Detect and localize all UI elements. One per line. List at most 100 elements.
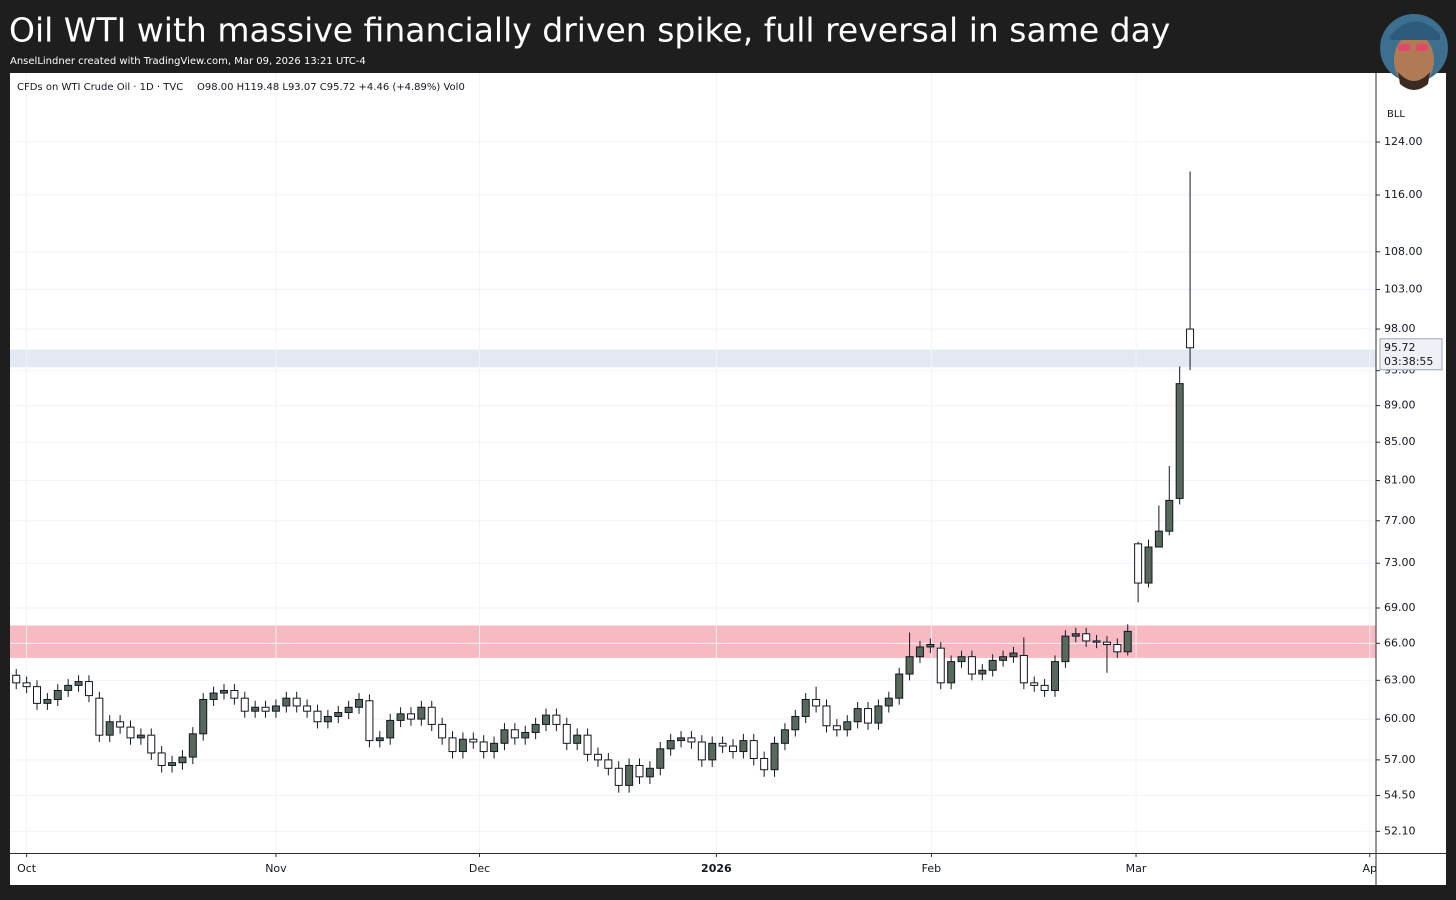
candle-body (188, 733, 197, 758)
candle-body (53, 689, 62, 700)
candle-body (1102, 641, 1111, 646)
candle-body (469, 738, 478, 743)
candle-body (728, 745, 737, 753)
avatar-cap (1390, 21, 1440, 40)
candle-body (843, 721, 852, 731)
candle-body (864, 708, 873, 724)
y-tick-label: 60.00 (1384, 712, 1416, 725)
candle-body (219, 689, 228, 694)
candle-body (12, 674, 21, 684)
zone (10, 625, 1376, 658)
candle-body (926, 644, 935, 648)
avatar (1380, 14, 1448, 90)
candle-body (1144, 546, 1153, 584)
y-tick-label: 66.00 (1384, 636, 1416, 649)
candle-body (760, 757, 769, 771)
candle-body (645, 767, 654, 778)
y-tick-label: 85.00 (1384, 435, 1416, 448)
candle-body (697, 741, 706, 761)
candle-body (791, 715, 800, 731)
candle-body (905, 656, 914, 675)
candle-body (1123, 630, 1132, 653)
candle-body (780, 729, 789, 744)
candle-body (915, 646, 924, 658)
candle-body (1186, 328, 1195, 349)
candle-body (1030, 682, 1039, 686)
candle-body (1082, 633, 1091, 642)
candle-body (74, 681, 83, 686)
candle-body (1175, 383, 1184, 499)
x-tick-label: Nov (265, 862, 287, 875)
price-tag-label: 95.72 (1384, 341, 1416, 354)
candle-body (604, 759, 613, 769)
candle-body (822, 705, 831, 727)
x-tick-label: Mar (1126, 862, 1147, 875)
candle-body (251, 706, 260, 712)
candle-body (687, 737, 696, 743)
candle-body (656, 748, 665, 769)
candle-body (999, 656, 1008, 661)
candle-body (386, 719, 395, 739)
candle-body (448, 737, 457, 753)
candle-body (313, 710, 322, 723)
candle-body (542, 714, 551, 725)
candle-body (895, 673, 904, 699)
zone (10, 349, 1376, 368)
candle-body (1040, 684, 1049, 691)
candle-body (677, 737, 686, 742)
candle-body (209, 692, 218, 700)
candle-body (282, 697, 291, 707)
x-tick-label: Ap (1363, 862, 1378, 875)
chart-panel (10, 73, 1446, 885)
y-tick-label: 57.00 (1384, 753, 1416, 766)
candle-body (126, 726, 135, 739)
candle-body (884, 697, 893, 707)
candle-body (147, 734, 156, 754)
y-tick-label: 124.00 (1384, 135, 1423, 148)
y-tick-label: 98.00 (1384, 322, 1416, 335)
candle-body (438, 723, 447, 739)
candle-body (988, 659, 997, 671)
candle-body (562, 723, 571, 744)
candle-body (957, 656, 966, 663)
candle-body (531, 723, 540, 733)
candle-body (1009, 652, 1018, 658)
candle-body (500, 729, 509, 744)
candle-body (365, 700, 374, 742)
chart-title: Oil WTI with massive financially driven … (9, 11, 1170, 50)
candle-body (1134, 543, 1143, 584)
candle-body (344, 706, 353, 714)
candle-body (1165, 499, 1174, 532)
candle-body (801, 698, 810, 717)
candle-body (95, 697, 104, 736)
candle-body (832, 725, 841, 731)
ohlc-legend: O98.00 H119.48 L93.07 C95.72 +4.46 (+4.8… (197, 82, 465, 93)
y-tick-label: 69.00 (1384, 601, 1416, 614)
candle-body (43, 698, 52, 704)
candle-body (593, 753, 602, 761)
candle-body (396, 713, 405, 721)
y-tick-label: 116.00 (1384, 188, 1423, 201)
candle-body (874, 705, 883, 724)
candle-body (749, 740, 758, 759)
candle-body (292, 697, 301, 707)
candle-body (240, 697, 249, 712)
candle-body (375, 737, 384, 742)
candle-body (552, 714, 561, 725)
candle-body (458, 738, 467, 753)
candle-body (105, 721, 114, 736)
candle-body (967, 656, 976, 675)
y-tick-label: 52.10 (1384, 824, 1416, 837)
candle-body (64, 684, 73, 691)
avatar-beard (1398, 72, 1430, 90)
candle-body (625, 764, 634, 786)
plot-layer (10, 73, 1376, 853)
candle-body (614, 767, 623, 786)
countdown-label: 03:38:55 (1384, 355, 1433, 368)
avatar-glasses (1398, 44, 1410, 51)
symbol-label: CFDs on WTI Crude Oil · 1D · TVC (17, 82, 183, 93)
candle-body (521, 731, 530, 739)
y-tick-label: 89.00 (1384, 399, 1416, 412)
